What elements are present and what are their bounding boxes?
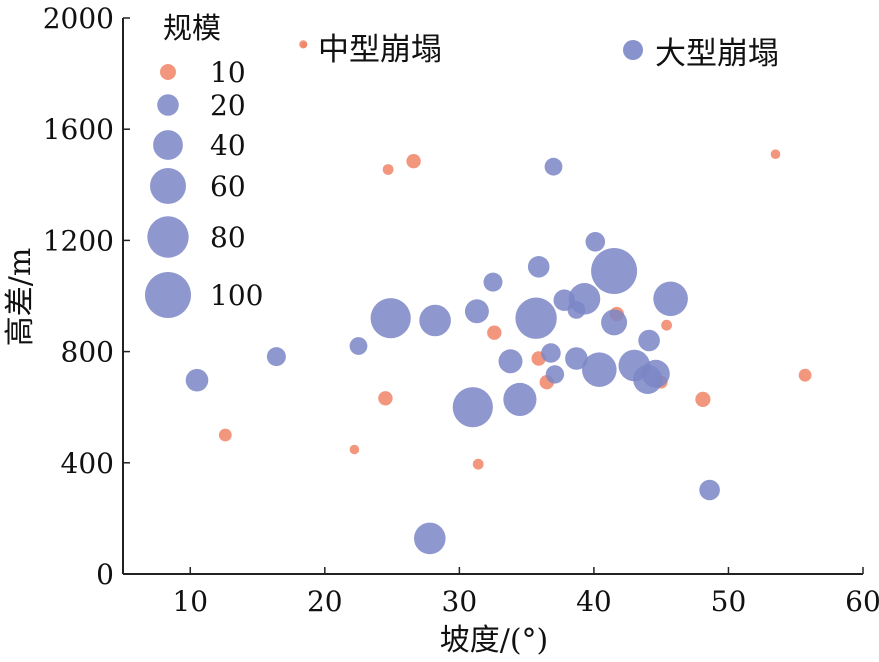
data-point — [568, 283, 601, 315]
data-point — [382, 164, 394, 175]
data-point — [218, 428, 232, 442]
data-point — [472, 458, 484, 470]
data-point — [582, 352, 617, 388]
y-tick-label: 2000 — [43, 2, 114, 35]
data-point — [266, 347, 286, 367]
data-point — [498, 349, 523, 374]
y-tick-label: 800 — [61, 336, 114, 369]
data-point — [370, 298, 411, 339]
y-tick-label: 1600 — [43, 113, 114, 146]
x-tick-label: 50 — [711, 585, 747, 618]
y-axis-label: 高差/m — [3, 248, 38, 347]
size-legend-label: 60 — [210, 170, 246, 203]
size-legend-label: 100 — [210, 279, 263, 312]
data-point — [585, 232, 606, 252]
data-point — [464, 299, 489, 324]
data-point — [661, 319, 672, 331]
x-tick-label: 60 — [845, 585, 879, 618]
x-tick-label: 20 — [307, 585, 343, 618]
data-points — [185, 40, 812, 555]
data-point — [349, 337, 368, 355]
x-axis-label: 坡度/(°) — [440, 623, 549, 658]
data-point — [378, 391, 393, 406]
series-large — [185, 157, 720, 555]
data-point — [185, 368, 209, 392]
data-point — [601, 309, 628, 336]
data-point — [565, 347, 588, 370]
data-point — [695, 391, 711, 407]
x-tick-label: 40 — [576, 585, 612, 618]
y-tick-label: 0 — [96, 558, 114, 591]
x-tick-label: 30 — [442, 585, 478, 618]
data-point — [527, 255, 550, 278]
data-point — [798, 368, 812, 382]
data-point — [406, 154, 421, 169]
series-legend-label: 大型崩塌 — [655, 36, 779, 72]
data-point — [414, 522, 446, 555]
data-point — [544, 157, 563, 176]
series-medium — [218, 40, 812, 470]
data-point — [487, 325, 502, 340]
data-point — [483, 272, 503, 292]
data-point — [545, 365, 565, 384]
data-point — [653, 281, 688, 317]
series-legend-marker — [301, 42, 307, 48]
size-legend-title: 规模 — [163, 11, 221, 45]
data-point — [419, 304, 451, 337]
size-legend-marker — [157, 94, 179, 116]
size-legend-marker — [153, 130, 183, 160]
size-legend-marker — [147, 216, 189, 258]
data-point — [541, 343, 561, 363]
size-legend-label: 20 — [210, 89, 246, 122]
data-point — [591, 248, 638, 294]
size-legend-label: 10 — [210, 56, 246, 89]
x-tick-label: 10 — [172, 585, 208, 618]
data-point — [349, 444, 360, 455]
size-legend-marker — [160, 64, 176, 80]
size-legend-label: 80 — [210, 221, 246, 254]
data-point — [452, 387, 493, 428]
data-point — [503, 382, 537, 416]
y-tick-label: 1200 — [43, 224, 114, 257]
data-point — [641, 359, 670, 388]
data-point — [770, 149, 781, 159]
y-tick-label: 400 — [61, 447, 114, 480]
data-point — [699, 479, 720, 501]
series-legend-label: 中型崩塌 — [318, 32, 442, 68]
series-legend-marker — [623, 40, 643, 60]
size-legend-marker — [150, 168, 186, 204]
size-legend-marker — [145, 272, 191, 318]
size-legend-label: 40 — [210, 129, 246, 162]
data-point — [638, 329, 660, 352]
data-point — [515, 297, 557, 339]
